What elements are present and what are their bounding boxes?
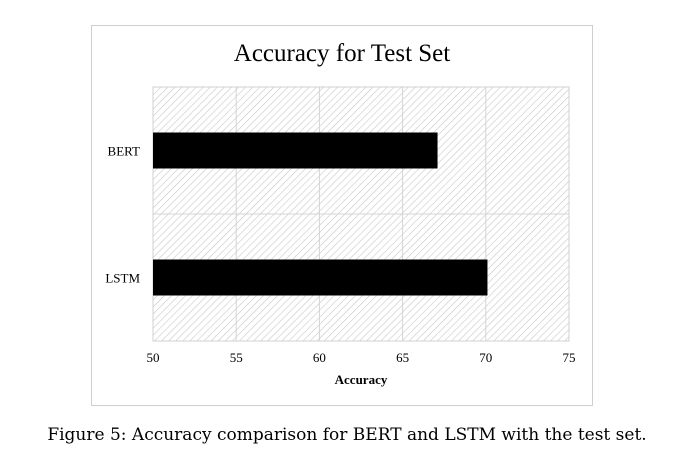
- x-tick-label: 70: [479, 350, 492, 365]
- grid-lines: [153, 87, 569, 341]
- bars: [153, 132, 488, 296]
- x-tick-label: 65: [396, 350, 409, 365]
- y-tick-label: BERT: [108, 144, 141, 159]
- x-tick-label: 75: [563, 350, 576, 365]
- bar-bert: [153, 132, 438, 169]
- x-axis-title: Accuracy: [335, 372, 388, 387]
- x-tick-label: 60: [313, 350, 326, 365]
- bar-lstm: [153, 259, 488, 296]
- x-tick-label: 55: [230, 350, 243, 365]
- chart-title: Accuracy for Test Set: [234, 40, 451, 67]
- figure-caption: Figure 5: Accuracy comparison for BERT a…: [47, 425, 647, 445]
- y-tick-label: LSTM: [105, 271, 140, 286]
- y-tick-labels: BERT LSTM: [105, 144, 140, 286]
- bar-chart: Accuracy for Test Set BERT LSTM 50 55 60 65 7…: [105, 40, 576, 387]
- x-tick-label: 50: [147, 350, 160, 365]
- x-tick-labels: 50 55 60 65 70 75: [147, 350, 576, 365]
